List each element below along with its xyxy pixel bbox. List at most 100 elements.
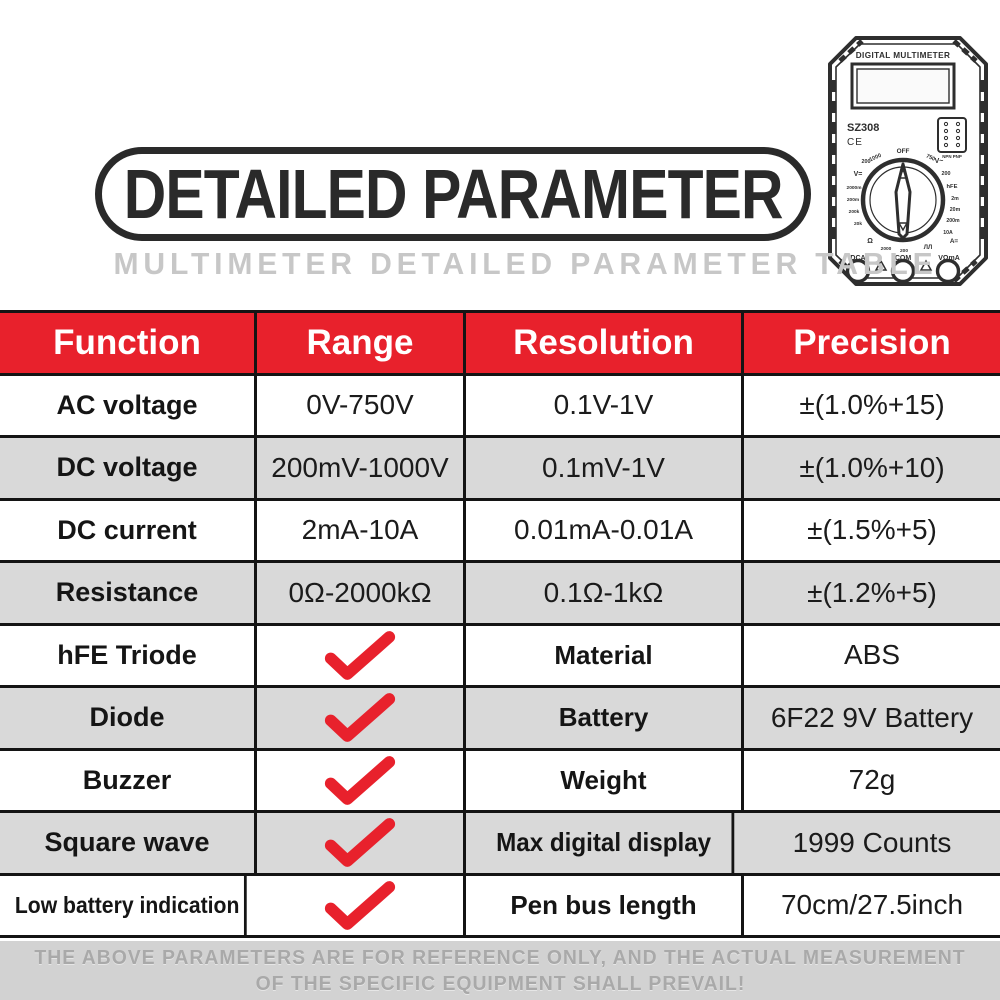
table-row: DC voltage 200mV-1000V 0.1mV-1V ±(1.0%+1… bbox=[0, 438, 1000, 501]
range-cell: 0V-750V bbox=[257, 375, 466, 435]
jack-com bbox=[890, 258, 916, 284]
meter-model-text: SZ308 bbox=[847, 122, 879, 134]
function-cell: AC voltage bbox=[0, 375, 257, 435]
resolution-cell: 0.1V-1V bbox=[466, 375, 744, 435]
knob-arrow-top bbox=[897, 168, 909, 179]
resolution-cell: 0.1Ω-1kΩ bbox=[466, 563, 744, 623]
spec-value-cell: ABS bbox=[843, 639, 901, 671]
knob-arrow-bottom bbox=[897, 222, 909, 232]
feature-cell: Diode bbox=[0, 688, 257, 748]
supported-cell bbox=[257, 625, 466, 685]
feature-cell: Buzzer bbox=[0, 750, 257, 810]
parameter-table: Function Range Resolution Precision AC v… bbox=[0, 310, 1000, 938]
svg-text:10A: 10A bbox=[943, 230, 953, 236]
spec-name-cell: Pen bus length bbox=[466, 875, 744, 935]
jack-dca bbox=[845, 258, 871, 284]
meter-brand-text: DIGITAL MULTIMETER bbox=[856, 51, 951, 60]
spec-name-cell: Weight bbox=[466, 750, 744, 810]
column-header-resolution: Resolution bbox=[466, 313, 744, 373]
page-subtitle: MULTIMETER DETAILED PARAMETER TABLE bbox=[113, 246, 938, 281]
spec-name-cell: Battery bbox=[466, 688, 744, 748]
spec-value-cell: 6F22 9V Battery bbox=[770, 701, 974, 733]
spec-value-cell: 72g bbox=[848, 764, 896, 796]
table-row: DC current 2mA-10A 0.01mA-0.01A ±(1.5%+5… bbox=[0, 500, 1000, 563]
precision-cell: ±(1.2%+5) bbox=[807, 576, 937, 608]
column-header-function: Function bbox=[0, 313, 257, 373]
table-row: AC voltage 0V-750V 0.1V-1V ±(1.0%+15) bbox=[0, 375, 1000, 438]
check-icon bbox=[324, 880, 396, 930]
precision-cell: ±(1.0%+15) bbox=[799, 389, 945, 421]
spec-value-cell: 70cm/27.5inch bbox=[780, 889, 964, 921]
range-cell: 0Ω-2000kΩ bbox=[257, 563, 466, 623]
check-icon bbox=[324, 693, 396, 743]
svg-text:2000: 2000 bbox=[881, 246, 892, 252]
table-row: Buzzer Weight 72g bbox=[0, 750, 1000, 813]
function-cell: Resistance bbox=[0, 563, 257, 623]
svg-text:200: 200 bbox=[942, 171, 951, 177]
table-row: hFE Triode Material ABS bbox=[0, 625, 1000, 688]
table-row: Square wave Max digital display 1999 Cou… bbox=[0, 813, 1000, 876]
svg-text:200: 200 bbox=[900, 248, 908, 254]
supported-cell bbox=[257, 875, 466, 935]
check-icon bbox=[324, 755, 396, 805]
feature-cell: Square wave bbox=[0, 813, 257, 873]
svg-text:750: 750 bbox=[925, 153, 936, 162]
dial-knob bbox=[894, 162, 912, 240]
table-row: Resistance 0Ω-2000kΩ 0.1Ω-1kΩ ±(1.2%+5) bbox=[0, 563, 1000, 626]
range-cell: 200mV-1000V bbox=[257, 438, 466, 498]
svg-text:A=: A= bbox=[950, 238, 959, 245]
feature-cell: hFE Triode bbox=[0, 625, 257, 685]
column-header-precision: Precision bbox=[793, 322, 951, 362]
svg-text:hFE: hFE bbox=[947, 184, 958, 190]
svg-text:V=: V= bbox=[854, 171, 863, 178]
lcd-display-inner bbox=[856, 68, 950, 104]
resolution-cell: 0.01mA-0.01A bbox=[466, 500, 744, 560]
grip-top-left bbox=[838, 39, 864, 63]
svg-text:200m: 200m bbox=[946, 218, 960, 224]
socket-label: NPN PNP bbox=[942, 154, 962, 159]
precision-cell: ±(1.5%+5) bbox=[807, 514, 937, 546]
column-header-range: Range bbox=[257, 313, 466, 373]
svg-text:2m: 2m bbox=[951, 196, 959, 202]
svg-text:200: 200 bbox=[862, 159, 871, 165]
svg-text:Ω: Ω bbox=[867, 238, 873, 245]
multimeter-drawing: DIGITAL MULTIMETER SZ308 CE NPN PNP bbox=[828, 36, 988, 286]
svg-text:1000: 1000 bbox=[869, 153, 883, 164]
hfe-socket bbox=[937, 117, 967, 153]
supported-cell bbox=[257, 688, 466, 748]
svg-text:20m: 20m bbox=[950, 207, 961, 213]
spec-name-cell: Max digital display bbox=[476, 813, 735, 873]
check-icon bbox=[324, 818, 396, 868]
disclaimer-line-2: OF THE SPECIFIC EQUIPMENT SHALL PREVAIL! bbox=[255, 972, 745, 995]
multimeter-illustration: DIGITAL MULTIMETER SZ308 CE NPN PNP bbox=[822, 30, 994, 292]
svg-text:2000m: 2000m bbox=[847, 185, 862, 191]
table-header-row: Function Range Resolution Precision bbox=[0, 313, 1000, 376]
svg-text:ЛЛ: ЛЛ bbox=[924, 245, 932, 251]
jack-voma bbox=[935, 258, 961, 284]
page-title: DETAILED PARAMETER bbox=[123, 155, 784, 233]
spec-name-cell: Material bbox=[466, 625, 744, 685]
warning-triangle-icon bbox=[919, 259, 933, 271]
function-cell: DC voltage bbox=[0, 438, 257, 498]
function-cell: DC current bbox=[0, 500, 257, 560]
warning-triangle-icon bbox=[874, 259, 888, 271]
precision-cell: ±(1.0%+10) bbox=[799, 451, 945, 483]
svg-text:20k: 20k bbox=[854, 221, 862, 227]
check-icon bbox=[324, 630, 396, 680]
grip-top-right bbox=[952, 39, 978, 63]
disclaimer-line-1: THE ABOVE PARAMETERS ARE FOR REFERENCE O… bbox=[34, 946, 966, 969]
svg-text:COM: COM bbox=[895, 255, 912, 262]
svg-text:DCA: DCA bbox=[850, 255, 865, 262]
hfe-socket-holes bbox=[943, 121, 961, 148]
supported-cell bbox=[257, 750, 466, 810]
table-row: Low battery indication Pen bus length 70… bbox=[0, 875, 1000, 938]
jack-labels: DCA COM VΩmA bbox=[850, 255, 959, 262]
title-pill: DETAILED PARAMETER bbox=[95, 147, 811, 241]
svg-text:OFF: OFF bbox=[897, 148, 910, 155]
table-row: Diode Battery 6F22 9V Battery bbox=[0, 688, 1000, 751]
spec-value-cell: 1999 Counts bbox=[792, 826, 952, 858]
svg-text:200k: 200k bbox=[849, 209, 860, 215]
svg-text:VΩmA: VΩmA bbox=[938, 255, 960, 262]
feature-cell: Low battery indication bbox=[10, 875, 247, 935]
